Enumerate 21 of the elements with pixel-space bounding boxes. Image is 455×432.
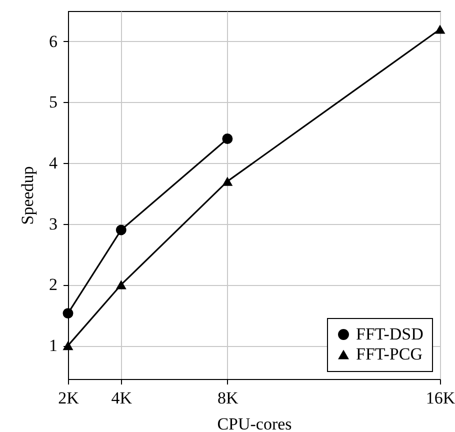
- y-tick-label: 4: [49, 154, 58, 173]
- x-tick-label: 2K: [58, 388, 80, 408]
- point: [62, 341, 74, 350]
- y-tick-label: 2: [49, 275, 58, 294]
- y-axis-title: Speedup: [18, 166, 37, 225]
- legend-label: FFT-DSD: [356, 324, 424, 344]
- y-tick-label: 3: [49, 214, 58, 234]
- x-axis-title: CPU-cores: [217, 414, 292, 432]
- point: [222, 134, 233, 144]
- x-tick-label: 8K: [218, 388, 240, 408]
- y-tick-label: 1: [49, 336, 58, 356]
- point: [116, 280, 126, 290]
- x-tick-label: 16K: [426, 388, 455, 408]
- point: [62, 308, 74, 319]
- point: [222, 176, 233, 186]
- y-tick-label: 6: [49, 32, 58, 51]
- x-tick-label: 4K: [111, 388, 133, 408]
- point: [434, 24, 446, 34]
- legend-label: FFT-PCG: [356, 344, 422, 364]
- point: [116, 224, 126, 236]
- y-tick-label: 5: [49, 92, 58, 112]
